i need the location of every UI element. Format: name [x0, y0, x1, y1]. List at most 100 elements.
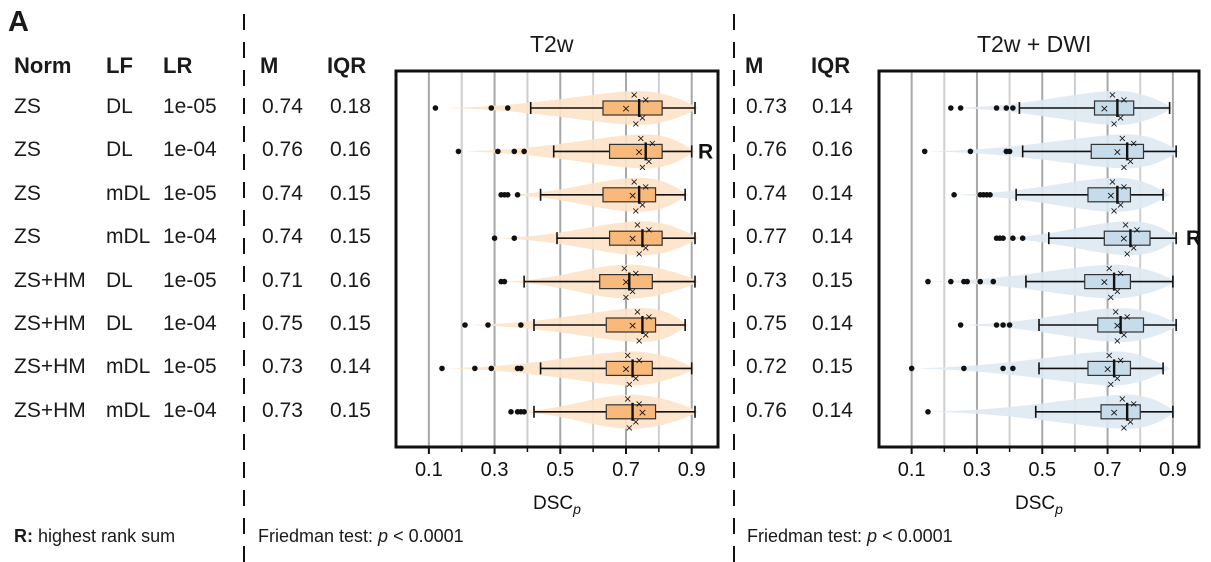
- x-tick-label: 0.7: [1094, 459, 1122, 481]
- outlier-point: [957, 105, 964, 111]
- separator-dash: [243, 70, 245, 86]
- separator-dash: [733, 154, 735, 170]
- cell-lr: 1e-05: [163, 95, 217, 118]
- sample-marker: ×: [625, 423, 633, 434]
- outlier-point: [1019, 235, 1026, 241]
- sample-marker: ×: [1129, 243, 1137, 254]
- outlier-point: [951, 192, 957, 198]
- separator-dash: [243, 126, 245, 142]
- sample-marker: ×: [1107, 379, 1115, 390]
- legend-note-text: highest rank sum: [38, 526, 176, 546]
- sample-marker: ×: [1110, 119, 1118, 130]
- sample-marker: ×: [623, 350, 631, 361]
- outlier-point: [1010, 365, 1016, 372]
- stat-iqr: 0.16: [330, 268, 371, 292]
- separator-dash: [733, 462, 735, 478]
- cell-lr: 1e-05: [163, 355, 217, 379]
- outlier-point: [455, 148, 462, 155]
- stat-header-m-dwi: M: [745, 53, 764, 78]
- mean-marker: ×: [1113, 319, 1122, 332]
- stat-header-iqr-dwi: IQR: [811, 53, 851, 78]
- sample-marker: ×: [632, 417, 640, 428]
- stat-iqr: 0.15: [330, 225, 371, 249]
- sample-marker: ×: [632, 269, 640, 280]
- separator-dash: [733, 406, 735, 422]
- friedman-var: p: [378, 526, 389, 546]
- series-row: ×× ×××: [950, 177, 1170, 217]
- separator-dash: [733, 42, 735, 58]
- cell-norm: ZS+HM: [14, 268, 86, 292]
- series-row: ×× ×××: [925, 394, 1177, 434]
- series-row: ×× ×××R: [993, 220, 1201, 260]
- sample-marker: ×: [648, 138, 656, 149]
- cell-lf: mDL: [106, 225, 151, 249]
- sample-marker: ×: [628, 287, 636, 298]
- sample-marker: ×: [1120, 182, 1128, 193]
- outlier-point: [957, 322, 964, 328]
- iqr-box: [1087, 187, 1132, 203]
- separator-dash: [243, 266, 245, 282]
- cell-norm: ZS: [14, 225, 41, 249]
- stat-m: 0.75: [262, 312, 303, 335]
- outlier-point: [990, 278, 997, 285]
- outlier-point: [485, 322, 491, 328]
- separator-dash: [733, 238, 735, 254]
- iqr-box: [1100, 404, 1141, 420]
- sample-marker: ×: [632, 373, 640, 384]
- sample-marker: ×: [1110, 206, 1118, 217]
- outlier-point: [508, 409, 514, 415]
- series-row: ×× ×××: [491, 220, 699, 260]
- sample-marker: ×: [625, 379, 633, 390]
- separator-dash: [243, 350, 245, 366]
- stat-m: 0.73: [746, 95, 787, 118]
- separator-dash: [243, 322, 245, 338]
- separator-dash: [733, 490, 735, 506]
- sample-marker: ×: [1121, 220, 1129, 231]
- x-tick-label: 0.5: [1028, 459, 1056, 481]
- separator-dash: [733, 14, 735, 30]
- mean-marker: ×: [621, 362, 630, 375]
- stat-m: 0.74: [746, 181, 787, 205]
- friedman-suffix: < 0.0001: [388, 526, 464, 546]
- stat-m: 0.73: [746, 268, 787, 292]
- series-row: ×× ×××: [508, 394, 699, 434]
- stat-m: 0.76: [746, 138, 787, 162]
- panel-label: A: [8, 6, 29, 38]
- outlier-point: [518, 365, 524, 372]
- outlier-point: [925, 409, 931, 415]
- sample-marker: ×: [635, 249, 643, 260]
- outlier-point: [1000, 322, 1006, 328]
- sample-marker: ×: [1133, 225, 1141, 236]
- outlier-point: [511, 235, 518, 241]
- outlier-point: [518, 322, 524, 328]
- highest-rank-marker: R: [698, 140, 713, 163]
- sample-marker: ×: [637, 133, 645, 144]
- separator-dash: [733, 434, 735, 450]
- mean-marker: ×: [1119, 232, 1128, 245]
- iqr-box: [1103, 230, 1151, 246]
- stat-iqr: 0.16: [330, 138, 371, 162]
- friedman-prefix: Friedman test:: [747, 526, 868, 546]
- cell-lf: DL: [106, 138, 133, 162]
- separator-dash: [733, 350, 735, 366]
- sample-marker: ×: [1120, 95, 1128, 106]
- outlier-point: [521, 409, 527, 415]
- separator-dash: [733, 126, 735, 142]
- cell-lr: 1e-05: [163, 268, 217, 292]
- sample-marker: ×: [1116, 269, 1124, 280]
- iqr-box: [602, 100, 663, 116]
- stat-m: 0.72: [746, 355, 787, 379]
- stat-m: 0.73: [262, 398, 303, 422]
- separator-dash: [733, 70, 735, 86]
- sample-marker: ×: [1123, 312, 1131, 323]
- highest-rank-marker: R: [1186, 227, 1201, 250]
- mean-marker: ×: [628, 232, 637, 245]
- mean-marker: ×: [1106, 189, 1115, 202]
- sample-marker: ×: [635, 336, 643, 347]
- outlier-point: [1010, 235, 1016, 241]
- sample-marker: ×: [642, 243, 650, 254]
- stat-iqr: 0.15: [330, 398, 371, 422]
- stat-m: 0.74: [262, 225, 303, 249]
- outlier-point: [987, 192, 993, 198]
- outlier-point: [495, 148, 501, 155]
